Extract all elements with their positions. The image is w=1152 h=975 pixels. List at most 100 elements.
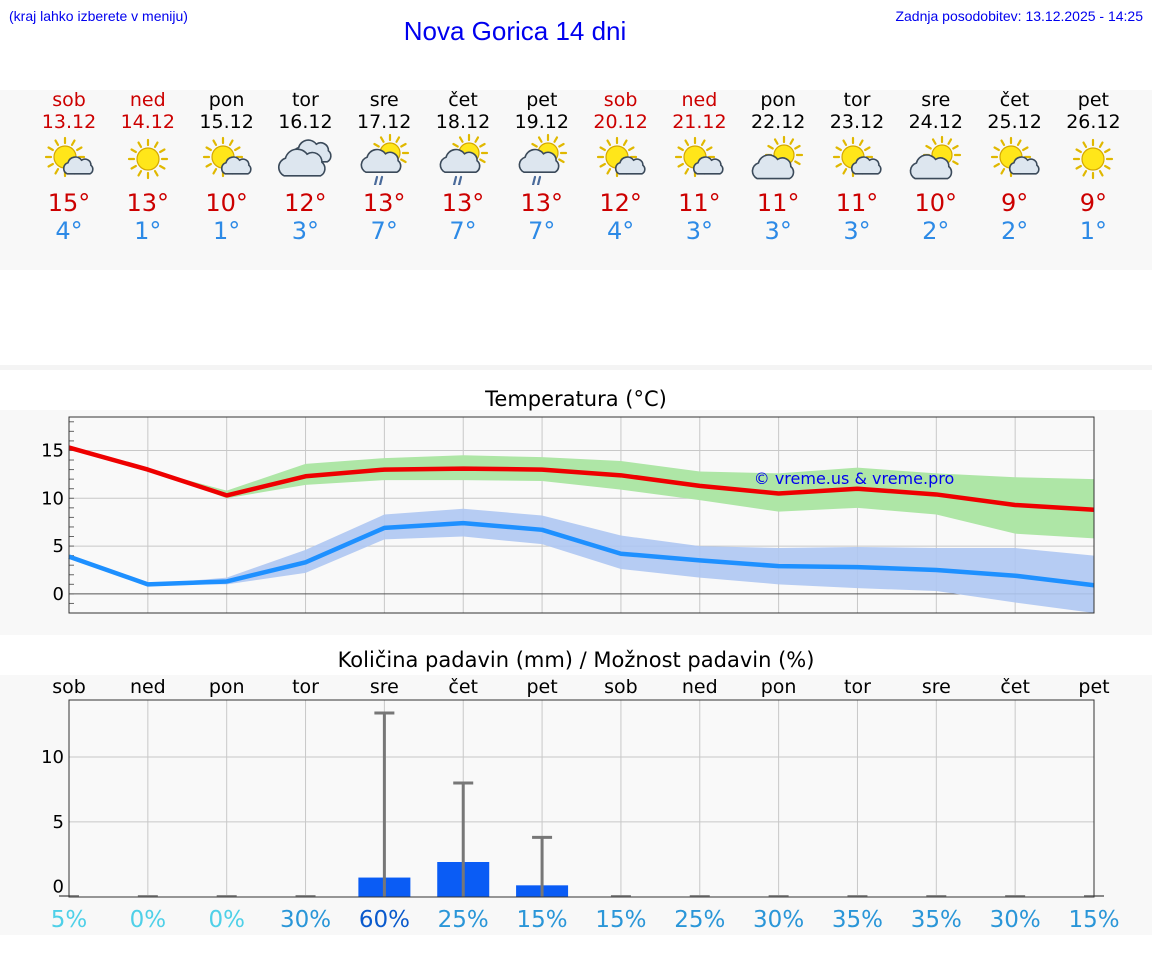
day-name: čet [999, 89, 1030, 111]
cloud-outline [439, 148, 481, 173]
day-date: 20.12 [593, 111, 648, 133]
sun-ray [999, 139, 1005, 146]
plot-frame [68, 416, 1095, 614]
min-temperature: 7° [370, 217, 398, 245]
y-tick-label: 10 [41, 747, 64, 768]
divider [0, 365, 1152, 370]
x-day-label: sob [604, 676, 638, 698]
cloud-shape [278, 148, 327, 177]
precipitation-probability: 15% [595, 907, 646, 933]
sun-disk [136, 147, 160, 171]
day-column: ned 21.12 11° 3° [659, 89, 739, 245]
cloud-outline [360, 148, 402, 173]
sun-ray [158, 148, 166, 154]
day-date: 17.12 [356, 111, 412, 133]
sun-ray [789, 138, 795, 145]
min-temperature: 4° [606, 217, 635, 245]
cloud-shape [850, 156, 882, 175]
cloud-shape [614, 156, 646, 175]
sun-ray [380, 136, 385, 143]
cloud-outline [278, 148, 327, 177]
sun-ray [452, 142, 459, 148]
sun-ray [599, 146, 606, 152]
x-day-label: pet [1078, 676, 1109, 698]
sun-ray [557, 158, 565, 164]
sun-ray [130, 148, 137, 154]
sun-ray [931, 138, 937, 145]
sun-ray [54, 139, 60, 146]
sun-ray [474, 136, 480, 143]
cloud-outline [518, 148, 560, 173]
max-temperature: 12° [599, 189, 642, 217]
sun-ray [605, 168, 611, 175]
day-date: 14.12 [120, 111, 175, 133]
sun-ray [205, 146, 212, 152]
y-tick-label: 5 [53, 812, 64, 833]
sun-ray [951, 160, 959, 166]
sun-ray [70, 139, 76, 146]
day-name: pet [1077, 89, 1109, 111]
precipitation-probability: 30% [753, 907, 804, 933]
max-temperature: 13° [126, 189, 170, 217]
day-column: pet 26.12 9° 1° [1053, 89, 1133, 245]
sun-icon [1073, 138, 1114, 180]
max-temperature-band [69, 447, 1094, 539]
x-day-label: pet [526, 676, 557, 698]
sun-ray [54, 168, 60, 175]
sun-ray [925, 144, 932, 150]
y-tick-label: 0 [53, 877, 64, 898]
sun-cloud-rain-icon [439, 133, 489, 187]
day-column: tor 23.12 11° 3° [817, 89, 897, 245]
sun-big-cloud-icon [909, 135, 961, 180]
sun-ray [1104, 164, 1111, 170]
day-date: 26.12 [1066, 111, 1121, 133]
sun-small-cloud-icon [832, 136, 882, 178]
max-temperature: 10° [914, 189, 958, 217]
sun-cloud-rain-icon [518, 133, 567, 187]
sun-ray [864, 146, 871, 152]
max-temperature: 15° [47, 189, 91, 217]
sun-big-cloud-icon [751, 135, 804, 180]
sun-ray [373, 142, 381, 148]
min-temperature: 1° [212, 217, 241, 245]
day-column: ned 14.12 13° 1° [108, 89, 188, 245]
sun-ray [400, 142, 407, 148]
day-column: pon 22.12 11° 3° [738, 89, 818, 245]
sun-ray [835, 146, 842, 152]
rain-drop [452, 175, 458, 187]
day-column: čet 18.12 13° 7° [423, 89, 503, 245]
day-column: čet 25.12 9° 2° [975, 89, 1055, 245]
sun-small-cloud-icon [596, 136, 646, 178]
sun-small-cloud-icon [990, 136, 1040, 178]
day-date: 13.12 [41, 111, 97, 133]
sun-ray [794, 144, 801, 150]
day-date: 23.12 [829, 111, 885, 133]
sun-ray [47, 146, 54, 152]
sun-ray [395, 136, 401, 143]
sun-ray [677, 146, 685, 152]
precipitation-probability: 15% [517, 907, 568, 933]
sun-shape [1073, 138, 1114, 180]
sun-small-cloud-icon [44, 136, 94, 178]
sun-ray [677, 162, 685, 168]
cloud-shape [1008, 156, 1040, 175]
min-temperature-line [68, 520, 1095, 588]
day-date: 18.12 [435, 111, 491, 133]
sun-ray [158, 164, 166, 170]
x-day-label: sre [922, 676, 951, 698]
x-day-label: ned [130, 676, 166, 698]
day-date: 16.12 [278, 111, 333, 133]
max-temperature-line [68, 445, 1095, 512]
x-day-label: čet [448, 676, 478, 698]
cloud-outline [909, 154, 953, 180]
max-temperature: 12° [284, 189, 327, 217]
sun-ray [993, 146, 1000, 152]
day-name: ned [129, 89, 166, 111]
sun-ray [228, 139, 234, 146]
sun-ray [858, 139, 864, 146]
sun-ray [1099, 170, 1104, 177]
forecast-strip [0, 90, 1152, 270]
x-day-label: tor [844, 676, 871, 698]
min-temperature: 4° [55, 217, 83, 245]
cloud-shape [439, 148, 481, 173]
